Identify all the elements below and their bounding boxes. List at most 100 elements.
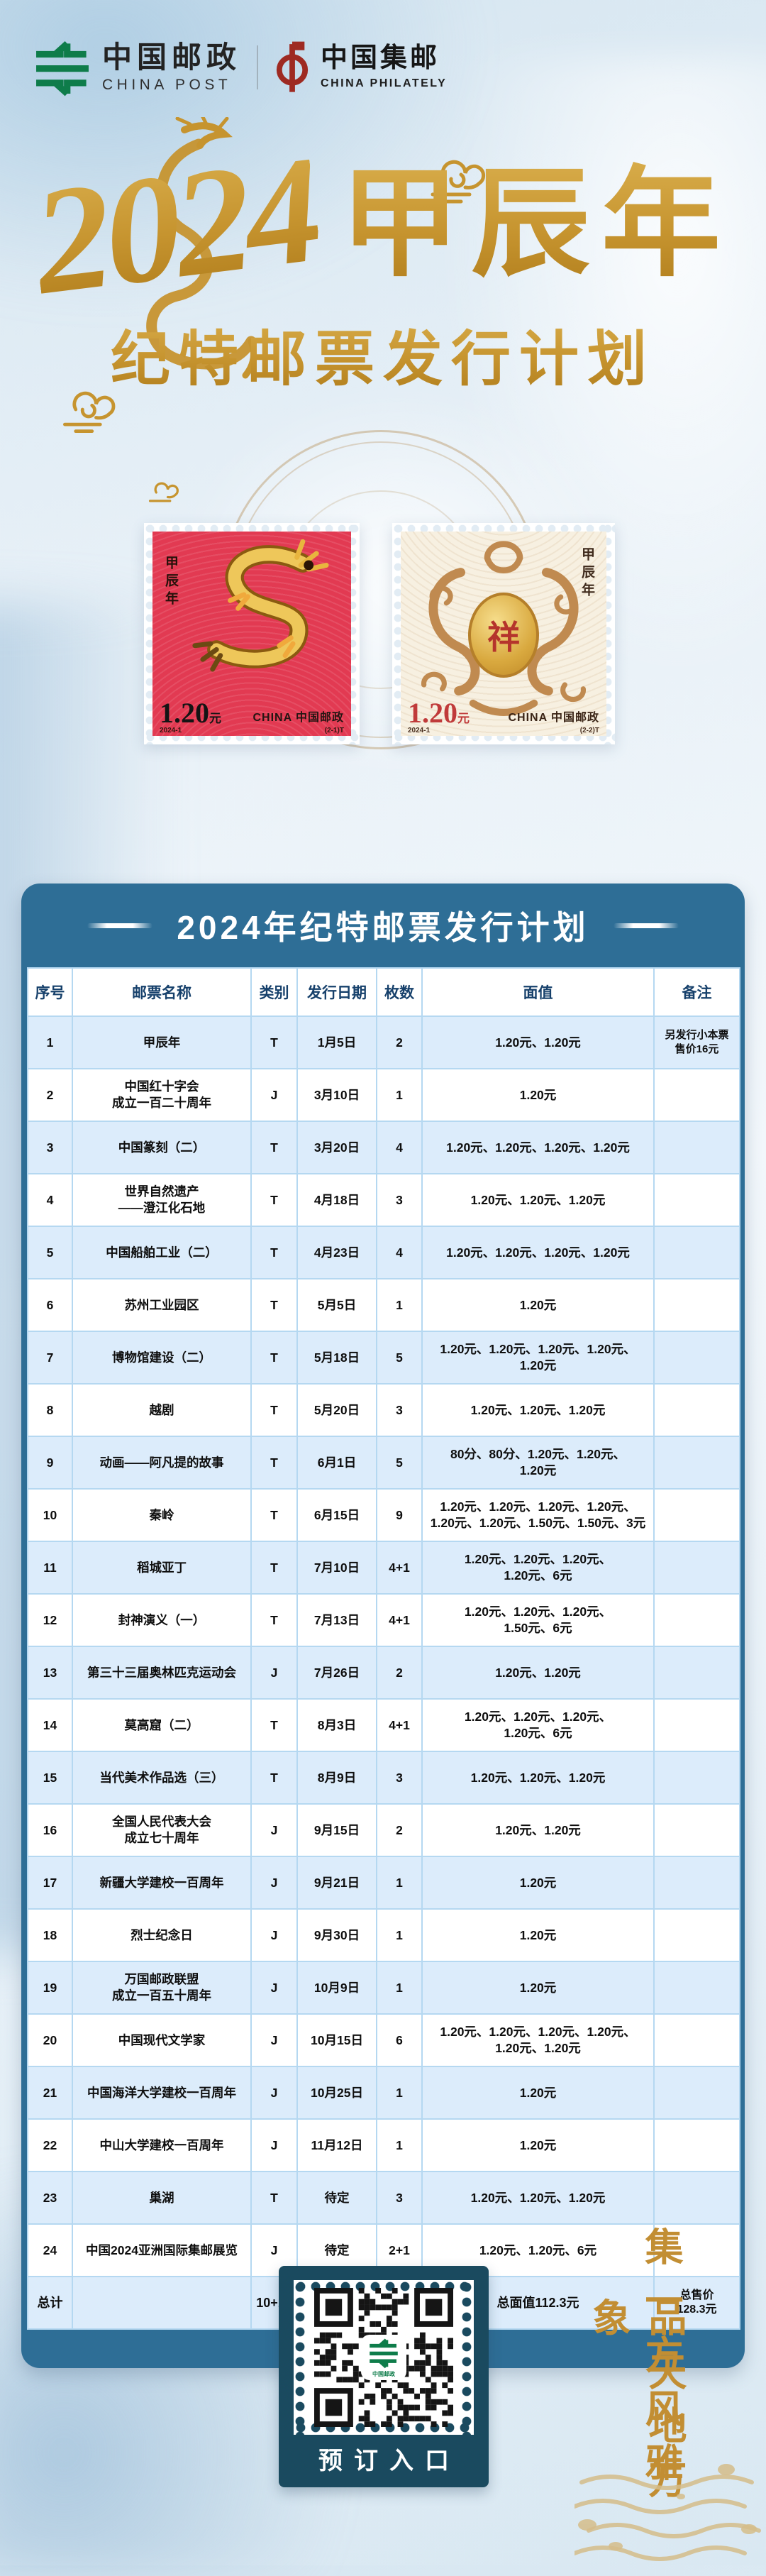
issuance-plan-panel: 2024年纪特邮票发行计划 序号 邮票名称 类别 发行日期 枚数 面值 备注 1… (21, 884, 745, 2368)
china-post-emblem-icon (370, 2338, 398, 2369)
qr-code[interactable]: 中国邮政 (314, 2288, 453, 2427)
cell-cnt: 4 (376, 1226, 423, 1279)
table-row: 4 世界自然遗产 ——澄江化石地 T 4月18日 3 1.20元、1.20元、1.20元 (27, 1173, 740, 1227)
table-row: 13 第三十三届奥林匹克运动会 J 7月26日 2 1.20元、1.20元 (27, 1646, 740, 1700)
cell-cnt: 1 (376, 2066, 423, 2120)
table-row: 5 中国船舶工业（二） T 4月23日 4 1.20元、1.20元、1.20元、1.20元 (27, 1226, 740, 1279)
cell-date: 3月20日 (296, 1121, 377, 1174)
cell-name: 中国现代文学家 (72, 2013, 252, 2067)
stamp-dragon-cream: 祥 甲辰年 1.20元 CHINA 中国邮政 2024-1 (2-2)T (392, 523, 615, 744)
slogan-right-column: 集一方风雅 (639, 2227, 682, 2497)
cell-cnt: 2 (376, 1646, 423, 1700)
cell-date: 10月15日 (296, 2013, 377, 2067)
cell-name: 中国海洋大学建校一百周年 (72, 2066, 252, 2120)
cell-date: 4月18日 (296, 1173, 377, 1227)
cell-no: 22 (27, 2118, 73, 2172)
cell-no: 15 (27, 1751, 73, 1805)
col-header-value: 面值 (421, 967, 655, 1017)
cell-no: 13 (27, 1646, 73, 1700)
cell-cat: T (250, 1015, 298, 1069)
cell-note (653, 2118, 740, 2172)
cell-date: 待定 (296, 2171, 377, 2225)
cell-val: 1.20元 (421, 1278, 655, 1332)
cell-note (653, 1331, 740, 1385)
cell-note (653, 2223, 740, 2277)
stamp-series-code: 2024-1 (408, 727, 431, 734)
table-row: 14 莫高窟（二） T 8月3日 4+1 1.20元、1.20元、1.20元、 1.20元… (27, 1698, 740, 1752)
cell-val: 1.20元、1.20元、1.20元、 1.20元、6元 (421, 1698, 655, 1752)
stamp-table-body: 1 甲辰年 T 1月5日 2 1.20元、1.20元 另发行小本票 售价16元 2 中国红十字会… (27, 1015, 740, 2277)
cell-note (653, 1961, 740, 2015)
cell-no: 23 (27, 2171, 73, 2225)
logo-divider (257, 45, 259, 89)
gold-dragon-illustration (192, 539, 329, 672)
china-post-cn: 中国邮政 (102, 40, 242, 74)
cell-cnt: 2 (376, 1015, 423, 1069)
cell-cat: J (250, 1068, 298, 1122)
gold-seal-medallion: 祥 (468, 593, 539, 678)
cell-date: 7月26日 (296, 1646, 377, 1700)
cell-name: 中国船舶工业（二） (72, 1226, 252, 1279)
cell-cnt: 1 (376, 1278, 423, 1332)
cell-name: 中国2024亚洲国际集邮展览 (72, 2223, 252, 2277)
cell-no: 12 (27, 1593, 73, 1647)
cell-cnt: 1 (376, 1961, 423, 2015)
cell-note (653, 1646, 740, 1700)
cell-cnt: 1 (376, 1856, 423, 1910)
cell-val: 1.20元、1.20元 (421, 1015, 655, 1069)
cell-note (653, 1226, 740, 1279)
cell-note (653, 1173, 740, 1227)
cell-name: 中国篆刻（二） (72, 1121, 252, 1174)
cell-name: 中山大学建校一百周年 (72, 2118, 252, 2172)
title-dash-right (613, 923, 679, 928)
cell-name: 全国人民代表大会 成立七十周年 (72, 1803, 252, 1857)
cell-name: 苏州工业园区 (72, 1278, 252, 1332)
cell-note (653, 2171, 740, 2225)
cell-note (653, 1436, 740, 1490)
stamp-series-code: 2024-1 (160, 727, 182, 734)
china-post-logo: 中国邮政 CHINA POST (33, 38, 241, 97)
col-header-note: 备注 (653, 967, 740, 1017)
booking-entrance-label[interactable]: 预订入口 (318, 2448, 460, 2475)
cell-note (653, 2013, 740, 2067)
china-post-en: CHINA POST (102, 77, 232, 94)
cell-cnt: 3 (376, 1751, 423, 1805)
qr-code-pattern (314, 2288, 453, 2427)
cell-val: 1.20元、1.20元、1.20元、1.20元、 1.20元、1.20元、1.5… (421, 1488, 655, 1542)
col-header-count: 枚数 (376, 967, 423, 1017)
cell-val: 1.20元 (421, 2066, 655, 2120)
cell-cnt: 5 (376, 1331, 423, 1385)
stamp-item-code: (2-1)T (324, 727, 344, 734)
cell-val: 1.20元 (421, 1908, 655, 1962)
stamp-zodiac-label: 甲辰年 (579, 547, 594, 600)
cell-name: 越剧 (72, 1383, 252, 1437)
table-title-bar: 2024年纪特邮票发行计划 (21, 884, 745, 967)
table-row: 24 中国2024亚洲国际集邮展览 J 待定 2+1 1.20元、1.20元、6元 (27, 2223, 740, 2277)
cell-note (653, 1856, 740, 1910)
stamp-denomination: 1.20元 (160, 697, 221, 729)
cell-date: 7月13日 (296, 1593, 377, 1647)
cell-cnt: 3 (376, 1383, 423, 1437)
cell-date: 10月9日 (296, 1961, 377, 2015)
table-row: 16 全国人民代表大会 成立七十周年 J 9月15日 2 1.20元、1.20元 (27, 1803, 740, 1857)
stamp-country-label: CHINA 中国邮政 (252, 712, 344, 724)
cell-date: 5月18日 (296, 1331, 377, 1385)
title-dash-left (87, 923, 153, 928)
total-note: 总售价 128.3元 (653, 2276, 740, 2330)
table-row: 6 苏州工业园区 T 5月5日 1 1.20元 (27, 1278, 740, 1332)
cell-note: 另发行小本票 售价16元 (653, 1015, 740, 1069)
cell-val: 1.20元 (421, 1856, 655, 1910)
cell-val: 1.20元、1.20元、1.20元、1.20元 (421, 1226, 655, 1279)
cell-no: 24 (27, 2223, 73, 2277)
table-row: 1 甲辰年 T 1月5日 2 1.20元、1.20元 另发行小本票 售价16元 (27, 1015, 740, 1069)
table-row: 9 动画——阿凡提的故事 T 6月1日 5 80分、80分、1.20元、1.20元、 1.… (27, 1436, 740, 1490)
table-row: 11 稻城亚丁 T 7月10日 4+1 1.20元、1.20元、1.20元、 1.20元、… (27, 1541, 740, 1595)
cell-note (653, 1278, 740, 1332)
total-label: 总计 (27, 2276, 73, 2330)
cell-no: 21 (27, 2066, 73, 2120)
qr-perforated-mat: 中国邮政 (294, 2280, 474, 2435)
cell-cnt: 3 (376, 2171, 423, 2225)
table-row: 10 秦岭 T 6月15日 9 1.20元、1.20元、1.20元、1.20元、 1.20… (27, 1488, 740, 1542)
booking-qr-stamp[interactable]: 中国邮政 预订入口 (279, 2266, 489, 2487)
